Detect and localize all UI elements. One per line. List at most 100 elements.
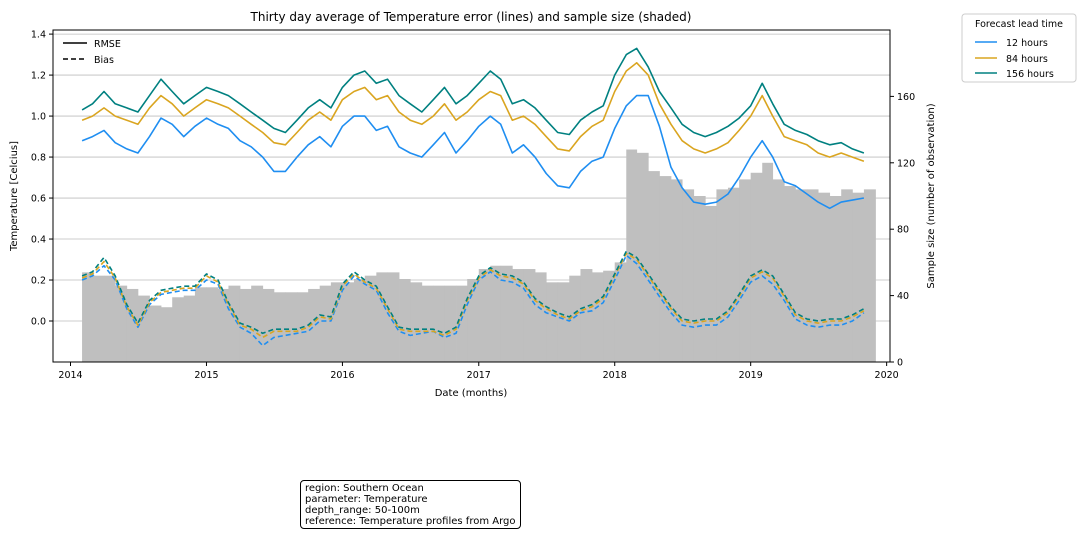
series-bias-156h-line [81, 250, 865, 335]
y-tick-label: 0.2 [31, 276, 46, 287]
legend-12h-label: 12 hours [1006, 38, 1048, 49]
y-tick-label: 1.0 [31, 112, 46, 123]
sample-size-bar [399, 279, 411, 362]
sample-size-bar [478, 269, 491, 362]
sample-size-bar [580, 269, 593, 362]
sample-size-bar [636, 152, 649, 362]
sample-size-bar [330, 282, 343, 362]
sample-size-bar [739, 179, 752, 362]
x-axis-label: Date (months) [435, 388, 508, 399]
info-region: region: Southern Ocean [305, 483, 424, 494]
legend-frame [961, 13, 1077, 83]
sample-size-bar [137, 295, 150, 362]
sample-size-bar [273, 292, 286, 362]
legend-rmse-label: RMSE [94, 39, 121, 50]
sample-size-bar [500, 265, 513, 362]
sample-size-bar [603, 270, 616, 362]
sample-size-bar [648, 171, 660, 362]
style-legend: RMSE Bias [63, 39, 121, 66]
sample-size-bar [262, 288, 275, 362]
y-right-tick-label: 0 [897, 358, 903, 369]
sample-size-bar [387, 272, 400, 362]
sample-size-bar [795, 189, 808, 362]
sample-size-bar [251, 285, 264, 362]
sample-size-bar [172, 297, 185, 362]
series-rmse-156h-line [81, 47, 865, 154]
sample-size-bar [670, 179, 683, 362]
x-tick-label: 2020 [875, 370, 899, 381]
y-right-tick-label: 120 [897, 158, 915, 169]
y-right-tick-label: 80 [897, 225, 909, 236]
sample-size-bar [149, 305, 162, 362]
sample-size-bar [228, 285, 241, 362]
sample-size-bar [421, 285, 434, 362]
sample-size-bar [512, 269, 524, 362]
sample-size-bar [161, 307, 173, 362]
legend-156h-label: 156 hours [1006, 69, 1054, 80]
sample-size-bar [376, 272, 388, 362]
sample-size-bar [784, 186, 796, 362]
y-tick-label: 0.8 [31, 153, 46, 164]
sample-size-bar [762, 162, 774, 362]
sample-size-bar [557, 282, 570, 362]
info-parameter: parameter: Temperature [305, 494, 428, 505]
x-tick-label: 2017 [467, 370, 491, 381]
plot-frame [52, 29, 891, 363]
sample-size-bar [705, 205, 717, 362]
y-right-tick-label: 160 [897, 92, 915, 103]
sample-size-bar [433, 285, 445, 362]
sample-size-bar [353, 279, 366, 362]
sample-size-bar [806, 189, 819, 362]
sample-size-bar [614, 262, 627, 362]
legend-84h-label: 84 hours [1006, 54, 1048, 65]
y-tick-label: 1.4 [31, 30, 46, 41]
sample-size-bar [239, 288, 252, 362]
sample-size-bar [682, 189, 695, 362]
sample-size-bar [569, 275, 581, 362]
series-rmse-12h-line [81, 94, 865, 210]
x-tick-label: 2018 [603, 370, 627, 381]
sample-size-bar [523, 269, 536, 362]
sample-size-bar [592, 272, 604, 362]
chart-title: Thirty day average of Temperature error … [250, 10, 692, 24]
series-bias-12h-line [81, 254, 865, 347]
x-tick-label: 2015 [194, 370, 218, 381]
sample-size-bar [535, 272, 547, 362]
x-tick-label: 2014 [58, 370, 82, 381]
y-axis-label: Temperature [Celcius] [9, 141, 20, 252]
sample-size-bar [716, 189, 729, 362]
y-right-tick-label: 40 [897, 291, 909, 302]
lead-time-legend: Forecast lead time 12 hours 84 hours 156… [961, 13, 1077, 83]
sample-size-bar [490, 265, 502, 362]
sample-size-bar [727, 187, 740, 362]
legend-title: Forecast lead time [975, 19, 1063, 30]
sample-size-bar [841, 189, 853, 362]
sample-size-area [82, 149, 876, 362]
sample-size-bar [342, 282, 355, 362]
sample-size-bar [829, 196, 842, 362]
y-tick-label: 0.6 [31, 194, 46, 205]
info-reference: reference: Temperature profiles from Arg… [305, 516, 516, 527]
sample-size-bar [852, 192, 865, 362]
sample-size-bar [444, 285, 457, 362]
axes: 2014 2015 2016 2017 2018 2019 2020 0.0 0.2 0.4 0.6… [31, 30, 915, 381]
y-tick-label: 0.0 [31, 317, 46, 328]
sample-size-bar [410, 282, 423, 362]
grid-lines [53, 33, 890, 322]
sample-size-bar [863, 189, 876, 362]
sample-size-bar [772, 179, 785, 362]
y-axis-right-label: Sample size (number of observation) [926, 103, 937, 288]
y-tick-label: 0.4 [31, 235, 46, 246]
sample-size-bar [750, 172, 763, 362]
y-tick-label: 1.2 [31, 71, 46, 82]
sample-size-bar [183, 295, 196, 362]
series-lines [81, 47, 865, 347]
sample-size-bar [456, 285, 468, 362]
info-depth-range: depth_range: 50-100m [305, 505, 420, 516]
sample-size-bar [319, 285, 332, 362]
sample-size-bar [546, 282, 559, 362]
metadata-box: region: Southern Ocean parameter: Temper… [300, 480, 521, 529]
sample-size-bar [194, 287, 207, 362]
sample-size-bar [818, 192, 831, 362]
